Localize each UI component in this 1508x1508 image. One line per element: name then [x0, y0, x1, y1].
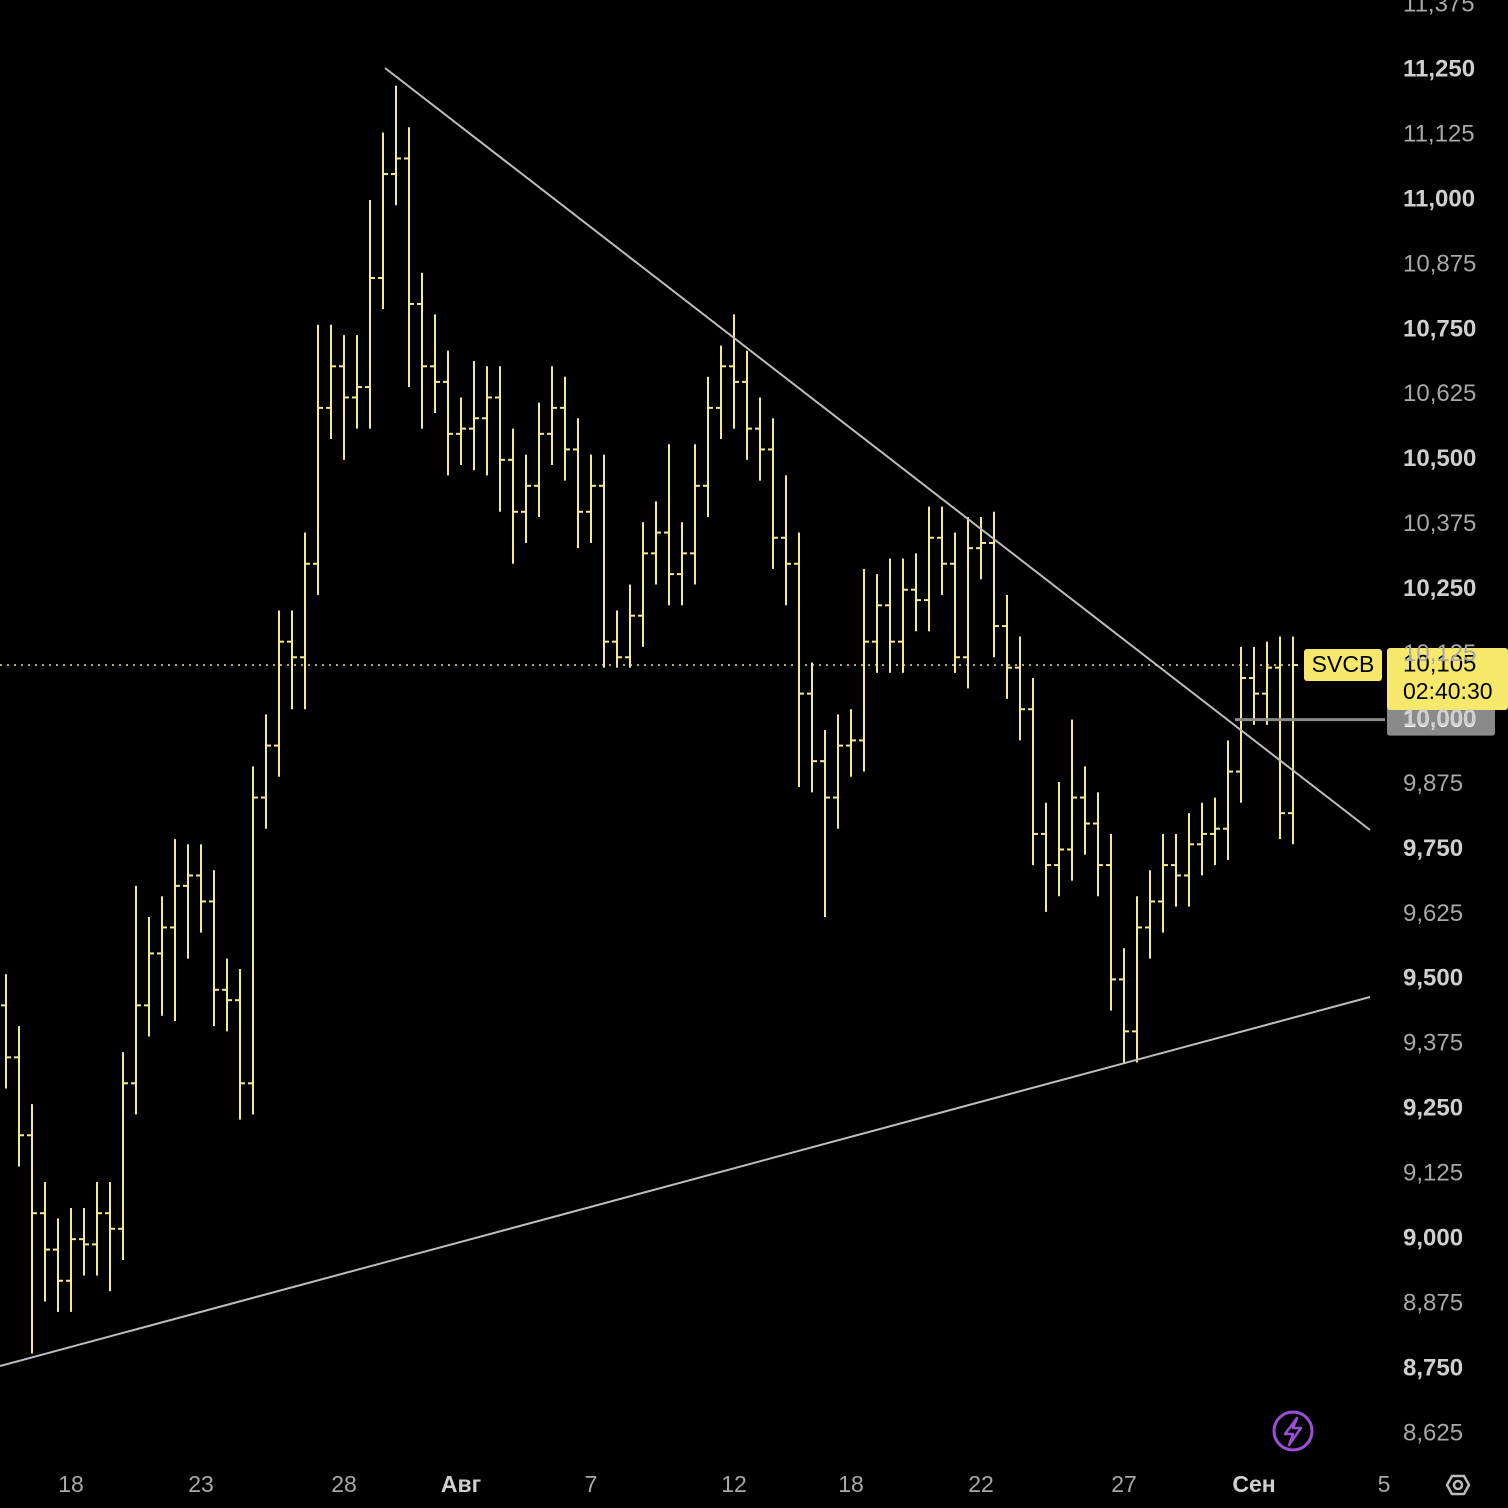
- y-tick-label: 10,625: [1403, 380, 1476, 407]
- x-tick-label: 27: [1111, 1471, 1137, 1497]
- countdown-label: 02:40:30: [1403, 678, 1493, 704]
- y-tick-label: 10,125: [1403, 640, 1476, 667]
- y-tick-label: 9,625: [1403, 900, 1463, 927]
- x-tick-label: Авг: [441, 1471, 481, 1497]
- x-tick-label: 18: [58, 1471, 84, 1497]
- x-tick-label: Сен: [1232, 1471, 1275, 1497]
- y-tick-label: 10,500: [1403, 445, 1476, 472]
- y-tick-label: 9,000: [1403, 1225, 1463, 1252]
- symbol-label: SVCB: [1312, 651, 1375, 677]
- x-tick-label: 5: [1378, 1471, 1391, 1497]
- y-tick-label: 9,875: [1403, 770, 1463, 797]
- flash-bolt: [1283, 1416, 1303, 1447]
- y-tick-label: 8,750: [1403, 1354, 1463, 1381]
- x-tick-label: 28: [331, 1471, 357, 1497]
- y-tick-label: 11,250: [1403, 55, 1475, 82]
- y-tick-label: 11,000: [1403, 185, 1475, 212]
- trend-line: [384, 67, 1371, 831]
- x-tick-label: 23: [188, 1471, 214, 1497]
- y-tick-label: 11,375: [1403, 0, 1475, 18]
- settings-button[interactable]: [1445, 1474, 1471, 1496]
- settings-dot: [1452, 1479, 1464, 1491]
- y-tick-label: 10,750: [1403, 315, 1476, 342]
- flash-ring: [1272, 1410, 1314, 1452]
- y-tick-label: 10,375: [1403, 510, 1476, 537]
- alert-box: [1387, 703, 1495, 736]
- x-tick-label: 7: [585, 1471, 598, 1497]
- y-tick-label: 9,750: [1403, 835, 1463, 862]
- y-tick-label: 8,625: [1403, 1419, 1463, 1446]
- y-tick-label: 9,500: [1403, 965, 1463, 992]
- flash-icon[interactable]: [1272, 1410, 1314, 1452]
- y-tick-label: 10,000: [1403, 705, 1476, 732]
- symbol-box: [1304, 649, 1382, 682]
- x-tick-label: 22: [968, 1471, 994, 1497]
- y-tick-label: 8,875: [1403, 1289, 1463, 1316]
- y-tick-label: 10,875: [1403, 250, 1476, 277]
- bars: [1, 85, 1298, 1354]
- price-box: [1387, 648, 1508, 711]
- settings-hex: [1445, 1474, 1471, 1496]
- y-tick-label: 9,375: [1403, 1030, 1463, 1057]
- price-label: 10,105: [1403, 650, 1476, 677]
- x-tick-label: 18: [838, 1471, 864, 1497]
- trend-line: [0, 996, 1371, 1367]
- y-tick-label: 9,250: [1403, 1095, 1463, 1122]
- y-tick-label: 9,125: [1403, 1160, 1463, 1187]
- y-tick-label: 10,250: [1403, 575, 1476, 602]
- y-tick-label: 11,125: [1403, 120, 1475, 147]
- x-tick-label: 12: [721, 1471, 747, 1497]
- alert-label: 10,000: [1403, 706, 1476, 733]
